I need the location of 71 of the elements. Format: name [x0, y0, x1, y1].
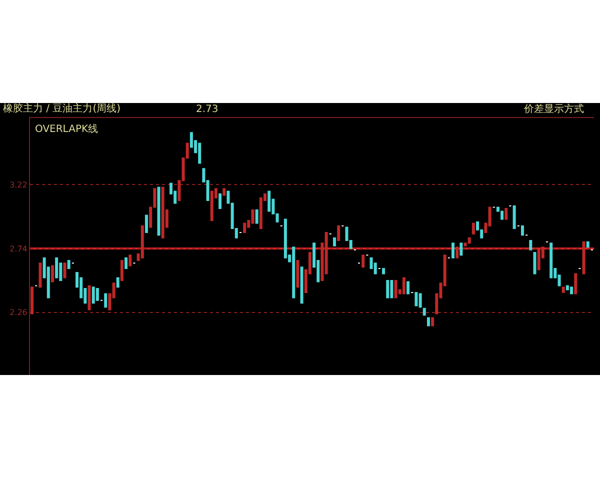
candlestick	[382, 268, 386, 274]
candlestick	[259, 197, 262, 230]
candlestick	[144, 214, 148, 234]
candlestick	[422, 308, 426, 316]
candlestick	[570, 286, 574, 294]
candlestick	[394, 280, 398, 298]
candlestick	[38, 262, 42, 288]
candlestick	[562, 286, 565, 293]
candlestick	[550, 242, 553, 278]
candlestick	[582, 241, 586, 274]
candlestick	[537, 249, 540, 270]
candlestick	[96, 288, 99, 301]
candlestick	[88, 285, 91, 310]
candlestick	[30, 286, 34, 314]
chart-title: 橡胶主力 / 豆油主力(周线)	[3, 102, 121, 114]
y-tick-label: 3.22	[10, 180, 28, 190]
text: 价差显示方式	[523, 103, 584, 115]
candlestick	[386, 280, 390, 298]
candlestick	[55, 257, 58, 278]
candlestick	[67, 260, 70, 269]
candlestick	[529, 240, 532, 250]
candlestick	[92, 286, 95, 304]
candlestick	[426, 317, 430, 326]
candlestick	[255, 209, 258, 224]
candlestick	[504, 208, 508, 220]
text: 2.73	[196, 104, 218, 115]
candlestick	[50, 265, 54, 282]
candlestick	[431, 317, 434, 326]
candlestick	[586, 241, 590, 248]
candlestick	[292, 246, 296, 298]
y-tick-label: 2.26	[10, 308, 28, 318]
candlestick	[390, 280, 394, 298]
candlestick	[414, 292, 418, 306]
candlestick	[251, 209, 254, 224]
candlestick	[406, 281, 410, 294]
y-tick-label: 2.74	[10, 244, 28, 254]
candlestick	[128, 254, 132, 266]
candlestick	[456, 246, 459, 258]
candlestick	[566, 285, 569, 290]
candlestick	[512, 205, 516, 230]
candlestick	[284, 218, 287, 258]
candlestick	[472, 222, 475, 234]
candlestick	[210, 190, 214, 222]
candlestick	[157, 186, 160, 236]
candlestick	[300, 266, 304, 304]
candlestick	[63, 262, 66, 278]
candlestick	[418, 293, 422, 308]
candlestick	[120, 260, 124, 281]
annotation: OVERLAPK线	[35, 123, 98, 135]
candlestick	[161, 186, 164, 238]
candlestick	[268, 190, 271, 212]
candlestick	[124, 257, 128, 269]
candlestick	[218, 193, 222, 210]
candlestick	[104, 293, 108, 308]
candlestick	[337, 225, 340, 242]
candlestick	[222, 188, 226, 196]
candlestick	[362, 254, 365, 268]
candlestick	[116, 277, 120, 288]
candlestick	[500, 210, 504, 220]
candlestick	[452, 242, 454, 258]
candlestick	[402, 277, 406, 294]
candlestick	[140, 225, 144, 258]
candlestick	[574, 273, 578, 294]
candlestick	[520, 225, 524, 236]
candlestick	[533, 252, 536, 274]
candlestick	[296, 260, 300, 288]
candlestick	[332, 237, 336, 246]
candlestick	[468, 237, 471, 244]
candlestick	[460, 242, 463, 256]
candlestick	[243, 222, 246, 234]
candlestick	[198, 142, 202, 164]
